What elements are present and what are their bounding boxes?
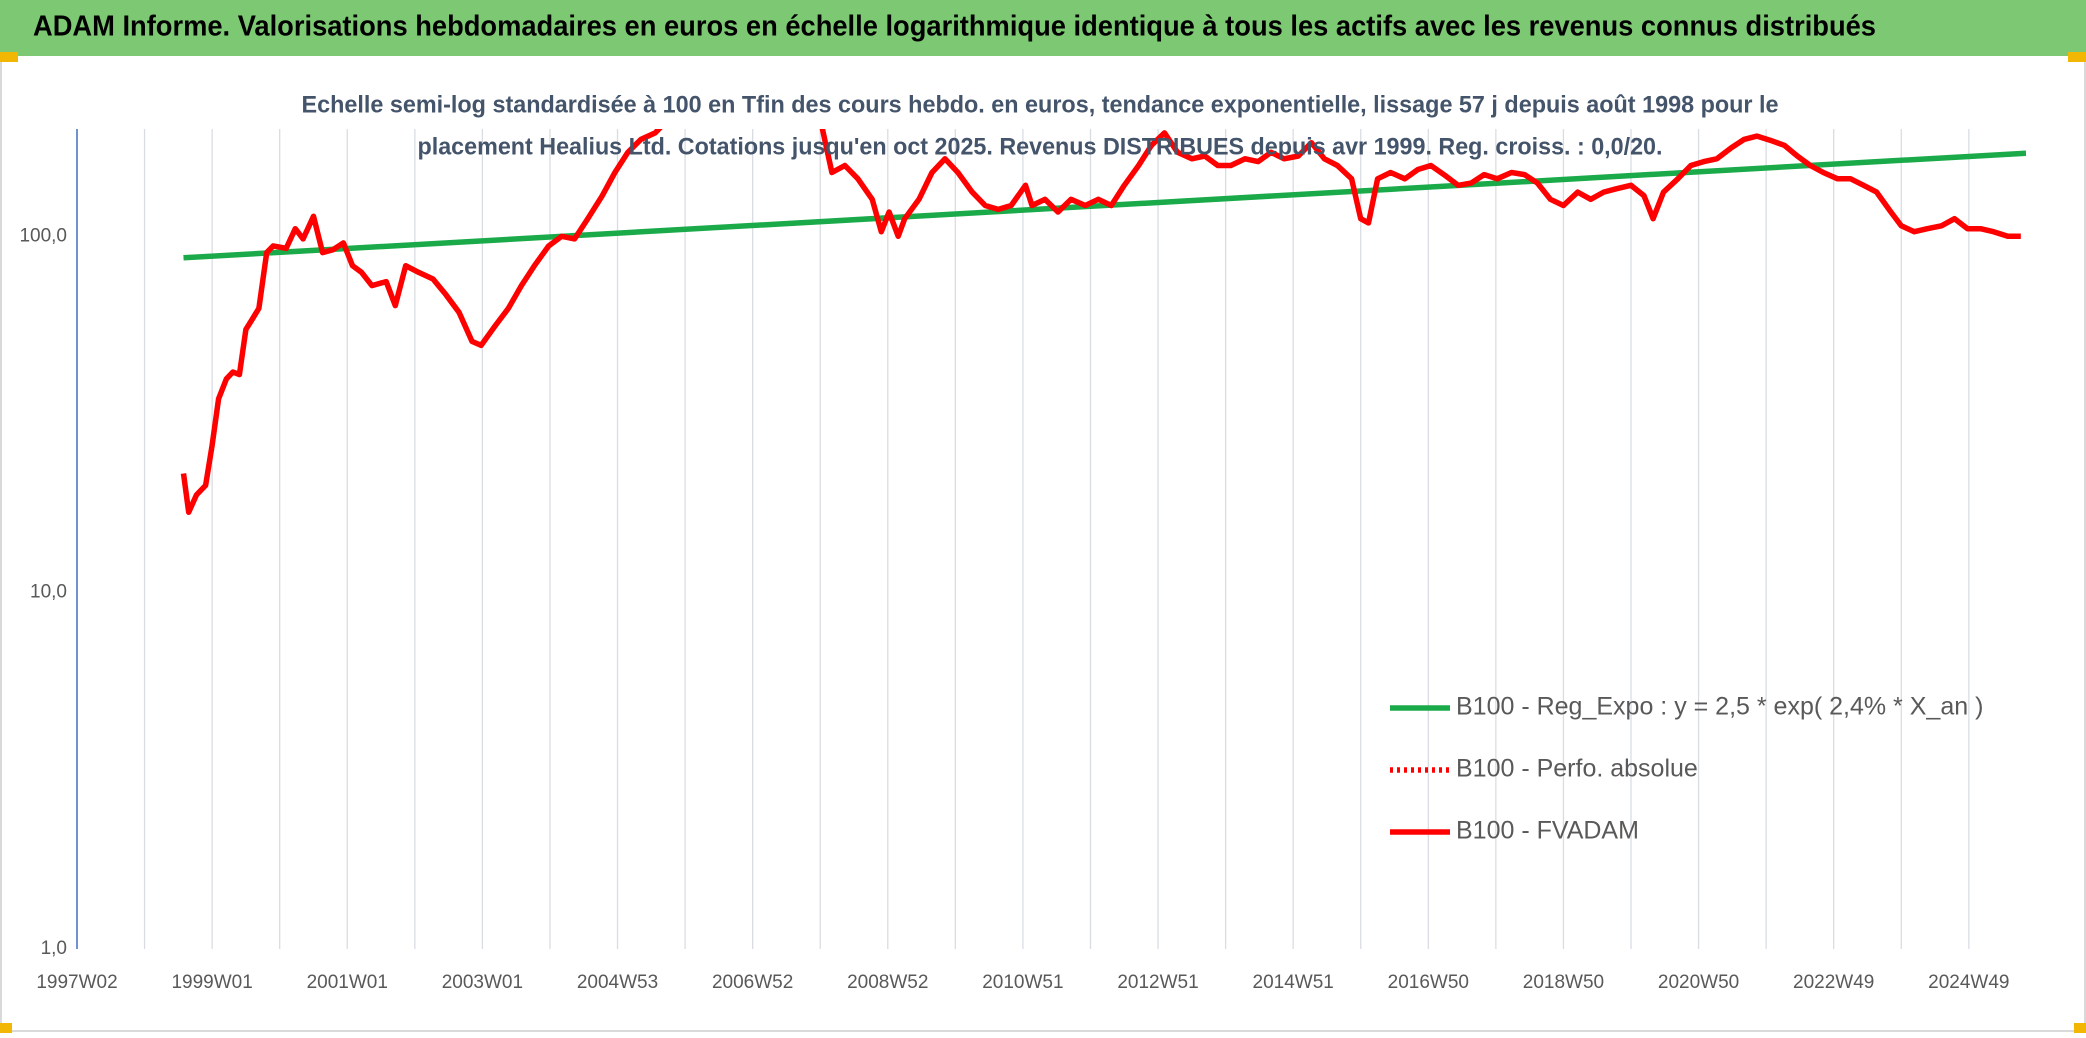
corner: [2068, 52, 2086, 62]
chart-title: ADAM Informe. Valorisations hebdomadaire…: [33, 11, 1876, 43]
series-line: [180, 129, 2021, 516]
grid: [76, 129, 1970, 949]
corner: [0, 52, 18, 62]
x-tick-label: 2022W49: [1793, 972, 1874, 993]
title-bar: [0, 0, 2086, 56]
x-tick-label: 2004W53: [577, 972, 658, 993]
x-tick-label: 2006W52: [712, 972, 793, 993]
x-tick-label: 2003W01: [442, 972, 523, 993]
x-tick-label: 2008W52: [847, 972, 928, 993]
x-tick-label: 2001W01: [307, 972, 388, 993]
y-tick-label: 10,0: [30, 582, 67, 603]
x-tick-label: 1999W01: [171, 972, 252, 993]
x-tick-label: 2024W49: [1928, 972, 2009, 993]
legend-label: B100 - Reg_Expo : y = 2,5 * exp( 2,4% * …: [1456, 693, 1983, 721]
chart-subtitle: Echelle semi-log standardisée à 100 en T…: [302, 91, 1779, 118]
corner: [0, 1023, 12, 1033]
y-tick-label: 1,0: [41, 938, 67, 959]
legend-label: B100 - Perfo. absolue: [1456, 755, 1698, 783]
chart-subtitle: placement Healius Ltd. Cotations jusqu'e…: [418, 133, 1663, 160]
legend: B100 - Reg_Expo : y = 2,5 * exp( 2,4% * …: [1390, 693, 1983, 845]
axis-labels: 1,0 10,0 100,0 1997W02 1999W01 2001W01 2003W01…: [19, 225, 2009, 993]
x-tick-label: 2018W50: [1523, 972, 1604, 993]
y-tick-label: 100,0: [19, 225, 67, 246]
legend-label: B100 - FVADAM: [1456, 817, 1639, 845]
plot-area: [180, 129, 2026, 516]
x-tick-label: 1997W02: [36, 972, 117, 993]
x-tick-label: 2014W51: [1253, 972, 1334, 993]
x-tick-label: 2020W50: [1658, 972, 1739, 993]
series-line: [183, 150, 2026, 261]
x-tick-label: 2012W51: [1117, 972, 1198, 993]
x-tick-label: 2010W51: [982, 972, 1063, 993]
x-tick-label: 2016W50: [1388, 972, 1469, 993]
corner: [2074, 1023, 2086, 1033]
